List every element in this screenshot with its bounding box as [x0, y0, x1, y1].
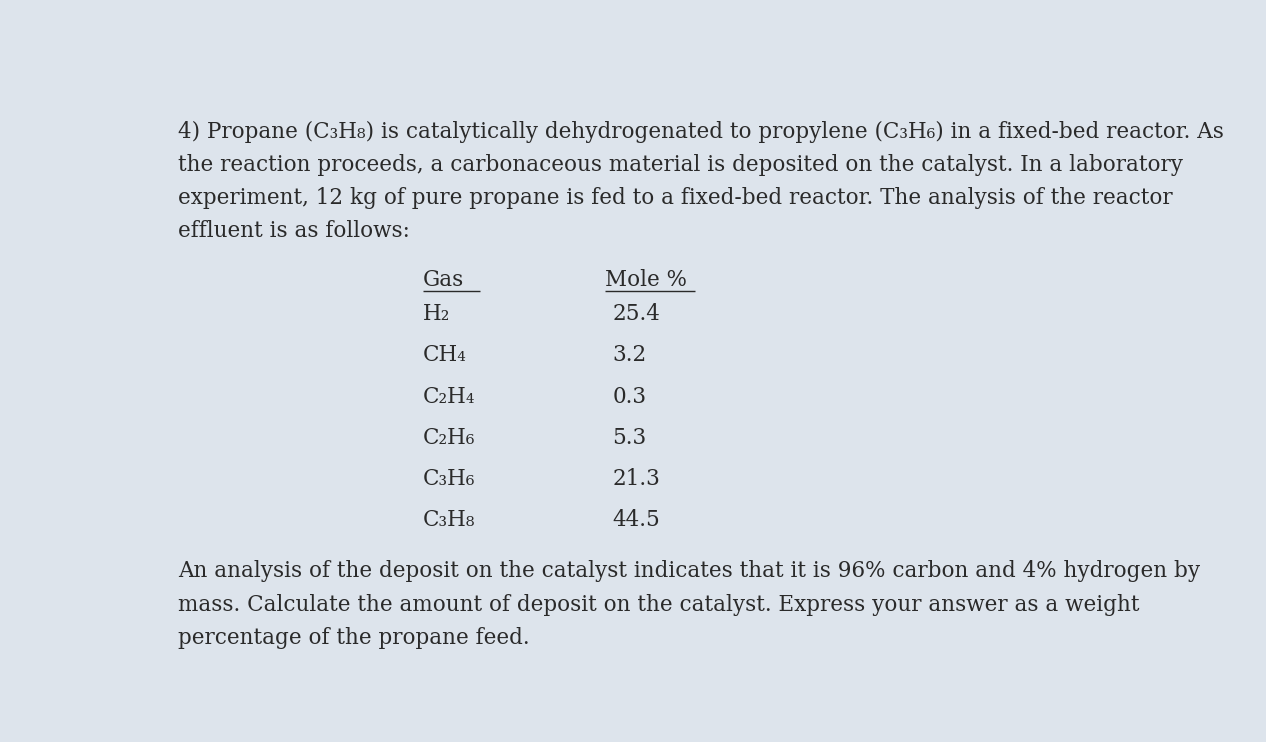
Text: C₂H₆: C₂H₆ [423, 427, 476, 449]
Text: 4) Propane (C₃H₈) is catalytically dehydrogenated to propylene (C₃H₆) in a fixed: 4) Propane (C₃H₈) is catalytically dehyd… [177, 120, 1224, 142]
Text: Mole %: Mole % [605, 269, 686, 291]
Text: 21.3: 21.3 [613, 468, 661, 490]
Text: 25.4: 25.4 [613, 303, 661, 325]
Text: CH₄: CH₄ [423, 344, 467, 367]
Text: 0.3: 0.3 [613, 386, 647, 407]
Text: experiment, 12 kg of pure propane is fed to a fixed-bed reactor. The analysis of: experiment, 12 kg of pure propane is fed… [177, 187, 1172, 209]
Text: 5.3: 5.3 [613, 427, 647, 449]
Text: H₂: H₂ [423, 303, 451, 325]
Text: An analysis of the deposit on the catalyst indicates that it is 96% carbon and 4: An analysis of the deposit on the cataly… [177, 560, 1200, 582]
Text: mass. Calculate the amount of deposit on the catalyst. Express your answer as a : mass. Calculate the amount of deposit on… [177, 594, 1139, 616]
Text: C₃H₆: C₃H₆ [423, 468, 476, 490]
Text: 3.2: 3.2 [613, 344, 647, 367]
Text: percentage of the propane feed.: percentage of the propane feed. [177, 627, 529, 649]
Text: C₃H₈: C₃H₈ [423, 509, 476, 531]
Text: effluent is as follows:: effluent is as follows: [177, 220, 410, 242]
Text: C₂H₄: C₂H₄ [423, 386, 476, 407]
Text: 44.5: 44.5 [613, 509, 661, 531]
Text: Gas: Gas [423, 269, 465, 291]
Text: the reaction proceeds, a carbonaceous material is deposited on the catalyst. In : the reaction proceeds, a carbonaceous ma… [177, 154, 1182, 176]
